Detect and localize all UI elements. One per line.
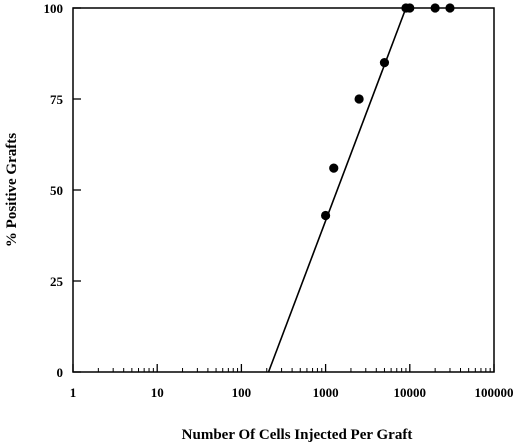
x-tick-label: 1 [70,385,77,400]
data-point [321,210,331,221]
data-point [430,3,440,13]
x-tick-label: 10000 [394,385,427,400]
data-point [445,3,455,13]
data-point [354,94,364,104]
plot-frame [72,7,495,373]
y-tick-label: 25 [50,274,64,289]
y-axis: 0 25 50 75 100 [44,1,81,380]
y-tick-label: 100 [44,1,64,16]
x-tick-label: 1000 [313,385,339,400]
x-tick-label: 100000 [475,385,514,400]
x-axis-title: Number Of Cells Injected Per Graft [182,427,413,443]
y-axis-title: % Positive Grafts [4,133,20,247]
x-axis: 1 10 100 1000 10000 100000 [70,364,514,400]
data-points [321,3,455,221]
y-tick-label: 50 [50,183,63,198]
y-tick-label: 75 [50,92,64,107]
y-tick-label: 0 [57,365,64,380]
data-point [379,58,390,68]
data-point [329,163,339,173]
fit-line [267,7,407,373]
x-tick-label: 100 [232,385,252,400]
x-tick-label: 10 [151,385,164,400]
data-point [405,3,415,13]
